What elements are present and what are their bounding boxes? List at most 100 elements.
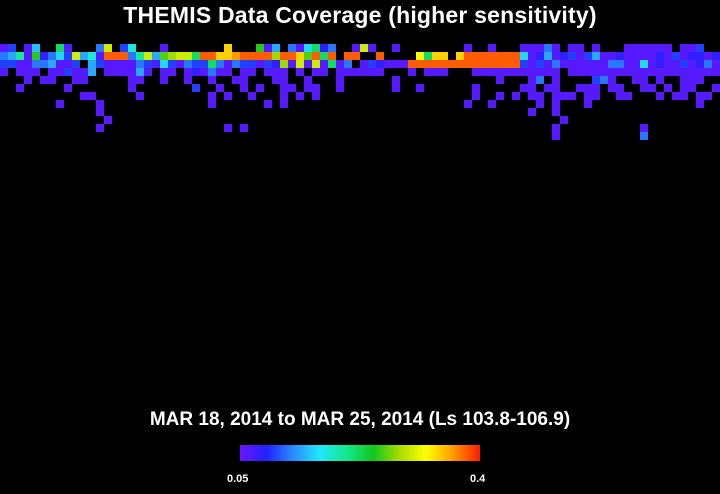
heatmap-cell [224, 124, 232, 132]
heatmap-cell [280, 100, 288, 108]
heatmap-cell [304, 84, 312, 92]
heatmap-cell [688, 52, 696, 60]
heatmap-cell [672, 68, 680, 76]
heatmap-cell [416, 60, 424, 68]
heatmap-cell [280, 52, 288, 60]
heatmap-cell [624, 44, 632, 52]
heatmap-cell [528, 84, 536, 92]
heatmap-cell [472, 68, 480, 76]
heatmap-cell [224, 52, 232, 60]
heatmap-cell [648, 84, 656, 92]
heatmap-cell [656, 60, 664, 68]
heatmap-cell [352, 52, 360, 60]
heatmap-cell [296, 92, 304, 100]
heatmap-cell [272, 68, 280, 76]
heatmap-cell [24, 60, 32, 68]
heatmap-cell [264, 52, 272, 60]
heatmap-cell [488, 52, 496, 60]
heatmap-cell [304, 76, 312, 84]
heatmap-cell [640, 60, 648, 68]
heatmap-cell [296, 60, 304, 68]
heatmap-cell [640, 84, 648, 92]
heatmap-cell [264, 60, 272, 68]
heatmap-cell [448, 60, 456, 68]
heatmap-cell [552, 84, 560, 92]
heatmap-cell [280, 60, 288, 68]
heatmap-cell [440, 52, 448, 60]
heatmap-cell [528, 108, 536, 116]
heatmap-cell [304, 60, 312, 68]
heatmap-cell [520, 84, 528, 92]
heatmap-cell [600, 52, 608, 60]
heatmap-cell [312, 44, 320, 52]
heatmap-cell [664, 52, 672, 60]
heatmap-cell [640, 68, 648, 76]
heatmap-cell [584, 84, 592, 92]
heatmap-cell [272, 76, 280, 84]
heatmap-cell [608, 60, 616, 68]
heatmap-cell [40, 60, 48, 68]
heatmap-cell [472, 52, 480, 60]
heatmap-cell [568, 52, 576, 60]
heatmap-cell [128, 52, 136, 60]
heatmap-cell [136, 68, 144, 76]
heatmap-cell [80, 52, 88, 60]
heatmap-cell [472, 92, 480, 100]
heatmap-cell [552, 68, 560, 76]
heatmap-cell [464, 100, 472, 108]
heatmap-cell [712, 68, 720, 76]
heatmap-cell [64, 68, 72, 76]
heatmap-cell [352, 68, 360, 76]
heatmap-cell [520, 60, 528, 68]
heatmap-cell [112, 68, 120, 76]
heatmap-cell [48, 52, 56, 60]
heatmap-cell [560, 92, 568, 100]
heatmap-cell [536, 76, 544, 84]
heatmap-cell [160, 60, 168, 68]
heatmap-cell [112, 60, 120, 68]
heatmap-cell [648, 68, 656, 76]
heatmap-cell [256, 52, 264, 60]
heatmap-cell [424, 68, 432, 76]
heatmap-cell [536, 100, 544, 108]
heatmap-cell [568, 60, 576, 68]
heatmap-cell [552, 76, 560, 84]
heatmap-cell [504, 52, 512, 60]
heatmap-cell [664, 60, 672, 68]
heatmap-cell [336, 60, 344, 68]
heatmap-cell [56, 60, 64, 68]
heatmap-cell [288, 84, 296, 92]
heatmap-cell [48, 68, 56, 76]
heatmap-cell [104, 116, 112, 124]
heatmap-cell [568, 92, 576, 100]
heatmap-cell [240, 124, 248, 132]
heatmap-cell [208, 92, 216, 100]
heatmap-cell [120, 44, 128, 52]
heatmap-cell [144, 52, 152, 60]
heatmap-cell [56, 52, 64, 60]
heatmap-cell [656, 76, 664, 84]
heatmap-cell [192, 84, 200, 92]
heatmap-cell [648, 52, 656, 60]
heatmap-cell [80, 92, 88, 100]
heatmap-cell [24, 68, 32, 76]
heatmap-cell [304, 44, 312, 52]
heatmap-cell [704, 52, 712, 60]
heatmap-cell [368, 44, 376, 52]
heatmap-cell [392, 76, 400, 84]
heatmap-cell [128, 60, 136, 68]
heatmap-cell [712, 84, 720, 92]
heatmap-cell [72, 68, 80, 76]
heatmap-cell [288, 60, 296, 68]
heatmap-cell [544, 52, 552, 60]
heatmap-cell [488, 60, 496, 68]
heatmap-cell [168, 68, 176, 76]
heatmap-cell [40, 52, 48, 60]
heatmap-cell [576, 68, 584, 76]
heatmap-cell [600, 76, 608, 84]
heatmap-cell [192, 52, 200, 60]
heatmap-cell [216, 84, 224, 92]
heatmap-cell [32, 60, 40, 68]
heatmap-cell [104, 60, 112, 68]
heatmap-cell [312, 52, 320, 60]
